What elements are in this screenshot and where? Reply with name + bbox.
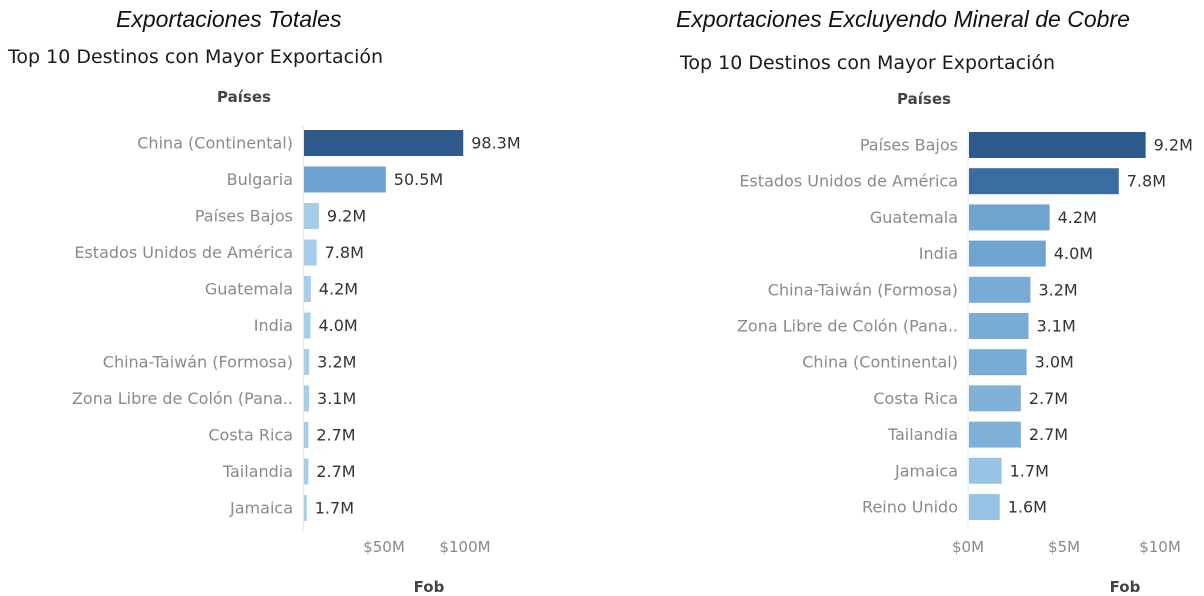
data-label: 3.0M: [1035, 353, 1074, 372]
bar: [304, 276, 311, 302]
category-label: Estados Unidos de América: [74, 243, 293, 262]
bar-chart: Países Fob China (Continental) 98.3M Bulga…: [72, 88, 521, 596]
section-title: Exportaciones Totales: [116, 6, 342, 32]
bar: [969, 313, 1029, 339]
category-label: China-Taiwán (Formosa): [103, 353, 293, 372]
bar: [304, 385, 310, 412]
category-label: Costa Rica: [873, 389, 958, 408]
data-label: 3.1M: [1037, 317, 1076, 336]
bar: [969, 204, 1050, 231]
category-label: Reino Unido: [862, 498, 958, 517]
bar: [969, 349, 1027, 376]
x-tick-label: $0M: [952, 538, 984, 556]
x-axis-title: Fob: [414, 578, 445, 596]
bar: [304, 349, 310, 375]
data-label: 7.8M: [1127, 172, 1166, 191]
bar: [304, 130, 464, 156]
bar: [304, 239, 317, 266]
category-label: Bulgaria: [227, 170, 293, 189]
data-label: 4.2M: [319, 280, 358, 299]
data-label: 9.2M: [1154, 136, 1193, 155]
bar: [969, 168, 1119, 195]
data-label: 3.2M: [1038, 280, 1077, 299]
category-label: Jamaica: [229, 499, 293, 518]
bar: [304, 312, 311, 339]
data-label: 98.3M: [471, 134, 520, 153]
bar: [304, 203, 319, 229]
x-tick-label: $50M: [363, 538, 405, 556]
x-tick-label: $100M: [439, 538, 490, 556]
category-label: Guatemala: [870, 208, 958, 227]
data-label: 4.2M: [1058, 208, 1097, 227]
data-label: 50.5M: [394, 170, 443, 189]
data-label: 1.7M: [1010, 461, 1049, 480]
category-label: Zona Libre de Colón (Pana..: [737, 317, 958, 336]
chart-subtitle: Top 10 Destinos con Mayor Exportación: [680, 52, 1056, 74]
bar: [969, 132, 1146, 158]
chart-panel-excluding-copper: Exportaciones Excluyendo Mineral de Cobr…: [602, 0, 1204, 596]
bar: [969, 421, 1021, 448]
bar: [304, 458, 309, 485]
category-label: India: [919, 244, 958, 263]
y-axis-title: Países: [897, 90, 951, 108]
category-label: Costa Rica: [208, 426, 293, 445]
data-label: 4.0M: [1054, 244, 1093, 263]
x-axis-title: Fob: [1110, 578, 1141, 596]
chart-panel-total: Exportaciones Totales Top 10 Destinos co…: [0, 0, 600, 596]
data-label: 9.2M: [327, 207, 366, 226]
data-label: 2.7M: [316, 426, 355, 445]
bar: [969, 457, 1002, 484]
bar: [304, 495, 307, 521]
category-label: China (Continental): [137, 134, 293, 153]
chart-subtitle: Top 10 Destinos con Mayor Exportación: [8, 46, 384, 68]
category-label: Países Bajos: [860, 136, 958, 155]
category-label: Tailandia: [222, 462, 293, 481]
data-label: 4.0M: [318, 316, 357, 335]
category-label: India: [254, 316, 293, 335]
data-label: 1.6M: [1008, 498, 1047, 517]
data-label: 2.7M: [316, 462, 355, 481]
category-label: Jamaica: [894, 461, 958, 480]
section-title: Exportaciones Excluyendo Mineral de Cobr…: [676, 6, 1130, 32]
bar: [969, 385, 1021, 412]
category-label: Zona Libre de Colón (Pana..: [72, 389, 293, 408]
data-label: 1.7M: [315, 499, 354, 518]
category-label: Estados Unidos de América: [739, 172, 958, 191]
bar: [304, 422, 309, 448]
bar-chart: Países Fob Países Bajos 9.2M Estados Unido…: [737, 90, 1193, 596]
data-label: 7.8M: [325, 243, 364, 262]
data-label: 2.7M: [1029, 425, 1068, 444]
category-label: Guatemala: [205, 280, 293, 299]
category-label: China (Continental): [802, 353, 958, 372]
bar: [969, 494, 1000, 520]
x-tick-label: $5M: [1048, 538, 1080, 556]
data-label: 2.7M: [1029, 389, 1068, 408]
category-label: Tailandia: [887, 425, 958, 444]
bar: [304, 166, 386, 193]
bar: [969, 240, 1046, 267]
bar: [969, 276, 1031, 303]
category-label: Países Bajos: [195, 207, 293, 226]
category-label: China-Taiwán (Formosa): [768, 280, 958, 299]
y-axis-title: Países: [217, 88, 271, 106]
data-label: 3.1M: [317, 389, 356, 408]
data-label: 3.2M: [317, 353, 356, 372]
x-tick-label: $10M: [1139, 538, 1181, 556]
